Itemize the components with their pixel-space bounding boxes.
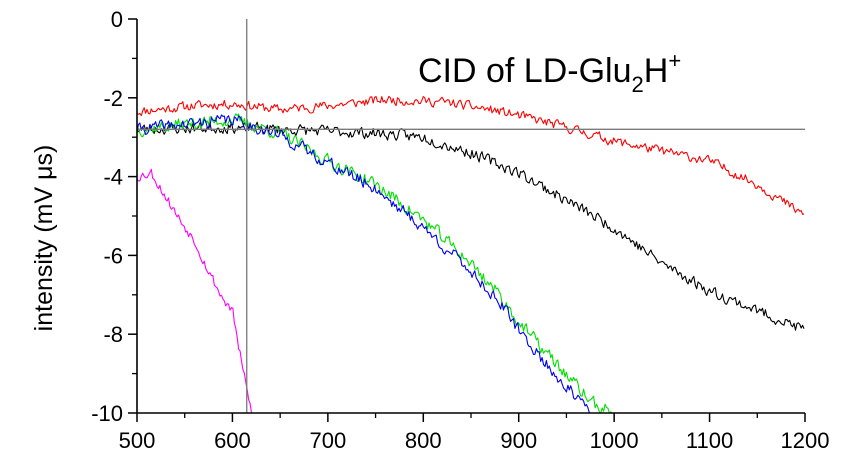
x-tick-label-4: 800	[405, 428, 442, 453]
series-line-4	[137, 114, 590, 413]
y-tick-label-2: -2	[103, 86, 123, 111]
x-tick-label-8: 1200	[781, 428, 830, 453]
series-line-5	[137, 168, 253, 414]
series-line-3	[137, 113, 614, 414]
chart-title-main: CID of LD-Glu	[418, 52, 632, 90]
x-tick-label-2: 600	[214, 428, 251, 453]
chart-title-subscript: 2	[632, 72, 644, 97]
series-line-2	[137, 121, 805, 331]
x-tick-label-3: 700	[309, 428, 346, 453]
x-tick-label-6: 1000	[590, 428, 639, 453]
y-tick-label-4: -6	[103, 243, 123, 268]
chart-title-superscript: +	[668, 48, 681, 73]
x-tick-label-5: 900	[500, 428, 537, 453]
y-axis-title: intensity (mV μs)	[30, 145, 58, 332]
y-tick-label-3: -4	[103, 165, 123, 190]
y-tick-label-1: 0	[111, 7, 123, 32]
reference-lines	[137, 19, 805, 413]
x-tick-label-1: 500	[119, 428, 156, 453]
data-series-group	[137, 95, 805, 414]
chart-title: CID of LD-Glu2H+	[418, 48, 681, 97]
y-tick-label-5: -8	[103, 322, 123, 347]
ticks: 500 600 700 800 900 1000 1100 1200 0 -2 -4 -6 -8 -10	[91, 7, 829, 453]
x-tick-label-7: 1100	[686, 428, 733, 453]
series-line-1	[137, 95, 805, 215]
chart-title-tail: H	[644, 52, 669, 90]
y-tick-label-6: -10	[91, 401, 123, 426]
